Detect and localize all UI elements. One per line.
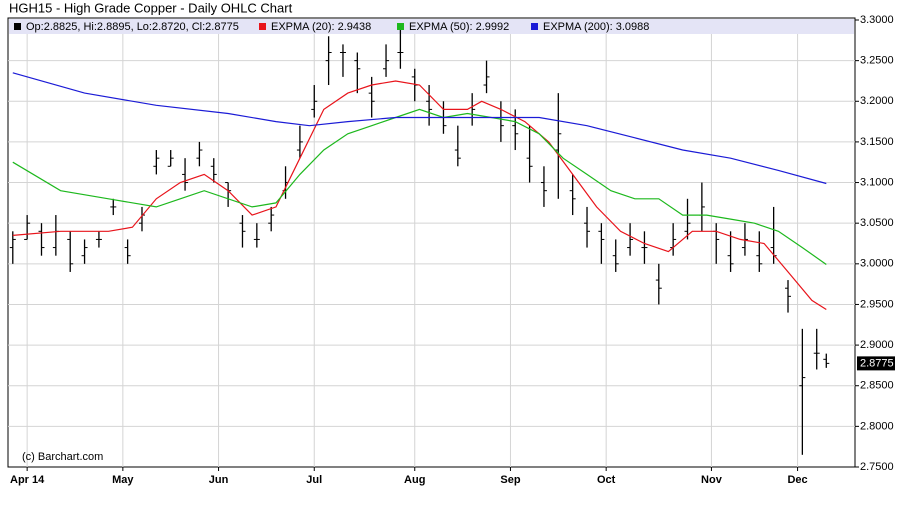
y-tick-label: 3.3000 bbox=[860, 14, 894, 26]
x-tick-label: Jul bbox=[306, 474, 322, 486]
y-tick-label: 3.0500 bbox=[860, 217, 894, 229]
y-tick-label: 2.9500 bbox=[860, 298, 894, 310]
legend-label: EXPMA (20): 2.9438 bbox=[271, 21, 371, 33]
y-tick-label: 2.8000 bbox=[860, 420, 894, 432]
legend-swatch bbox=[259, 23, 266, 30]
legend-label: EXPMA (50): 2.9992 bbox=[409, 21, 509, 33]
y-tick-label: 3.2500 bbox=[860, 55, 894, 67]
legend-swatch bbox=[397, 23, 404, 30]
y-tick-label: 3.0000 bbox=[860, 258, 894, 270]
x-tick-label: Oct bbox=[597, 474, 616, 486]
ema-line bbox=[12, 80, 827, 311]
y-tick-label: 2.8500 bbox=[860, 380, 894, 392]
legend-swatch bbox=[531, 23, 538, 30]
y-tick-label: 2.9000 bbox=[860, 339, 894, 351]
x-tick-label: Dec bbox=[787, 474, 807, 486]
x-tick-label: Apr 14 bbox=[10, 474, 45, 486]
y-tick-label: 2.7500 bbox=[860, 461, 894, 473]
y-tick-label: 3.1000 bbox=[860, 176, 894, 188]
y-tick-label: 3.1500 bbox=[860, 136, 894, 148]
chart-title: HGH15 - High Grade Copper - Daily OHLC C… bbox=[9, 0, 293, 15]
ema-line bbox=[12, 108, 827, 265]
legend-swatch bbox=[14, 23, 21, 30]
legend-label: EXPMA (200): 3.0988 bbox=[543, 21, 649, 33]
credit: (c) Barchart.com bbox=[22, 451, 103, 463]
plot-frame bbox=[7, 17, 856, 468]
last-price-label: 2.8775 bbox=[860, 357, 894, 369]
ema-line bbox=[12, 72, 827, 185]
legend-label: Op:2.8825, Hi:2.8895, Lo:2.8720, Cl:2.87… bbox=[26, 21, 239, 33]
y-tick-label: 3.2000 bbox=[860, 95, 894, 107]
x-tick-label: Nov bbox=[701, 474, 723, 486]
legend-band bbox=[9, 19, 854, 34]
x-tick-label: May bbox=[112, 474, 134, 486]
x-tick-label: Aug bbox=[404, 474, 425, 486]
last-price-flag bbox=[857, 356, 895, 371]
x-tick-label: Sep bbox=[500, 474, 520, 486]
x-tick-label: Jun bbox=[209, 474, 229, 486]
